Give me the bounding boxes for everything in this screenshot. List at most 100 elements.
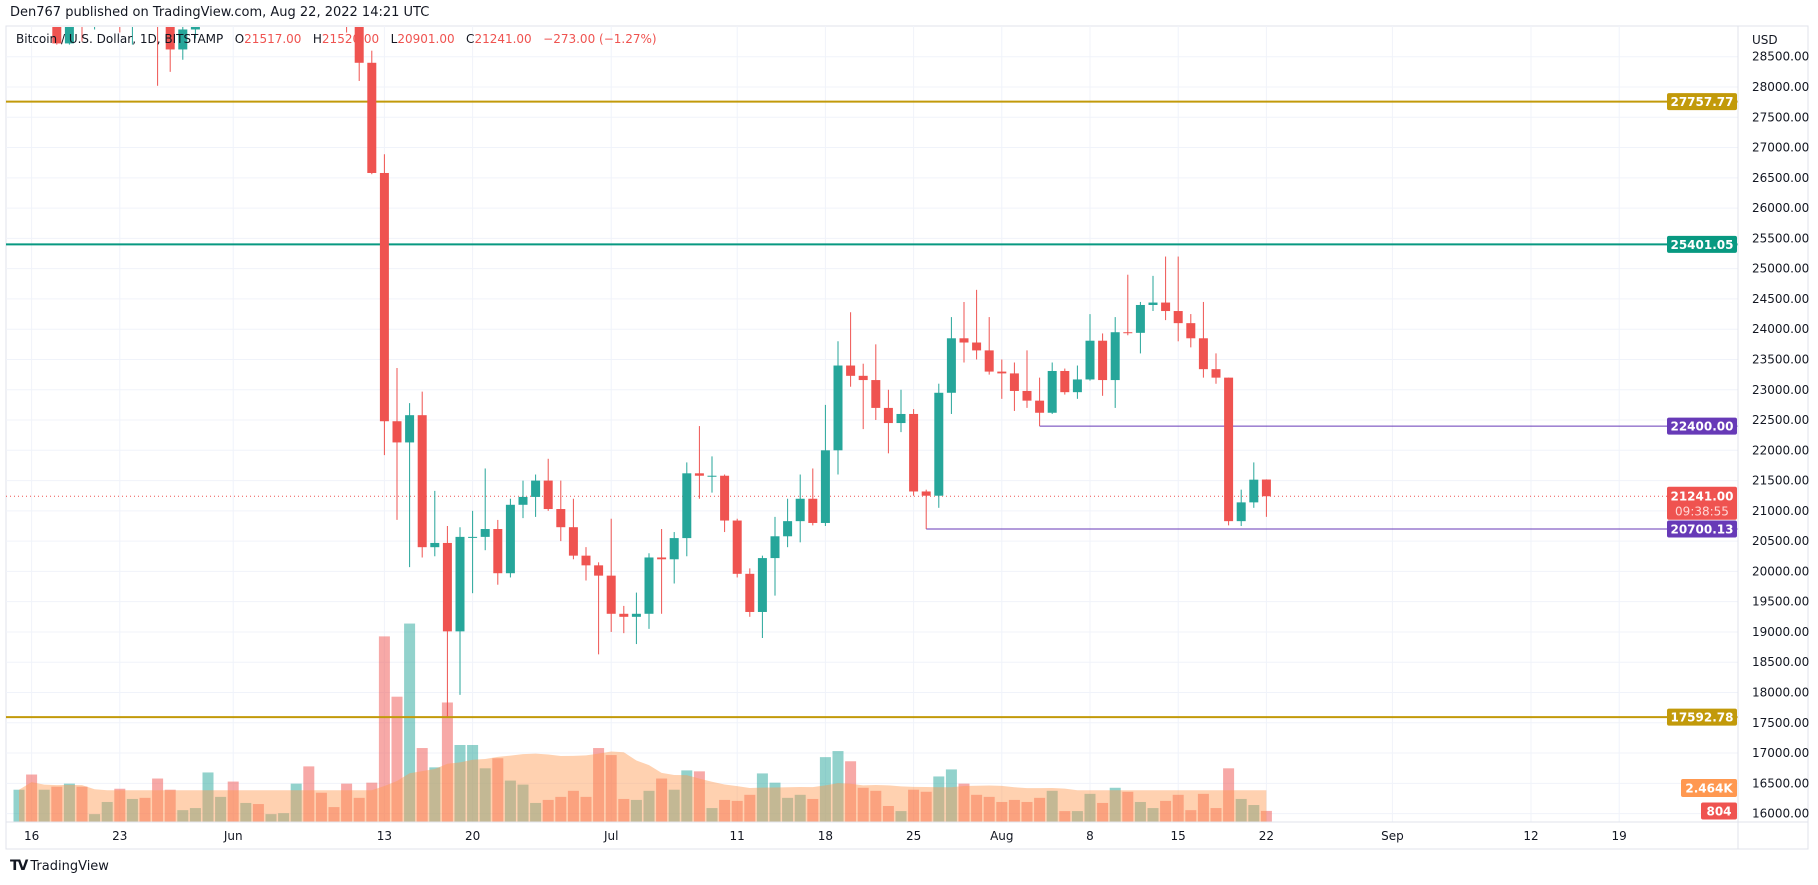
candle-body [1060, 370, 1070, 393]
candle[interactable] [619, 605, 629, 634]
candle[interactable] [795, 474, 805, 543]
symbol-title[interactable]: Bitcoin / U.S. Dollar, 1D, BITSTAMP [16, 32, 224, 46]
candle[interactable] [229, 0, 238, 2]
volume-bar [26, 774, 38, 822]
candle[interactable] [1249, 462, 1259, 508]
candle[interactable] [757, 555, 767, 639]
candle[interactable] [1224, 377, 1234, 526]
candle[interactable] [480, 468, 490, 551]
candle[interactable] [997, 359, 1007, 399]
candle[interactable] [770, 516, 780, 596]
candle[interactable] [518, 480, 528, 519]
candle[interactable] [921, 489, 931, 530]
candle[interactable] [1009, 362, 1019, 411]
candle[interactable] [90, 0, 99, 30]
candle[interactable] [606, 518, 616, 632]
candle[interactable] [720, 474, 730, 533]
candle[interactable] [354, 0, 364, 81]
candle[interactable] [1236, 489, 1246, 526]
candle[interactable] [556, 480, 566, 542]
candle[interactable] [871, 344, 881, 421]
volume-bar [756, 773, 768, 822]
candle[interactable] [1072, 365, 1082, 399]
candle[interactable] [379, 154, 389, 456]
candle[interactable] [27, 0, 36, 20]
volume-bar [605, 755, 617, 822]
candle[interactable] [594, 562, 604, 655]
candle[interactable] [1110, 317, 1120, 408]
candle[interactable] [1198, 301, 1208, 378]
candle[interactable] [1173, 256, 1183, 342]
candle[interactable] [883, 389, 893, 454]
candle[interactable] [103, 0, 112, 11]
candle[interactable] [367, 50, 377, 175]
tradingview-logo[interactable]: TV TradingView [10, 858, 109, 874]
candle[interactable] [682, 462, 692, 557]
candle[interactable] [178, 23, 188, 60]
candle[interactable] [64, 0, 74, 45]
candle[interactable] [417, 391, 427, 558]
candle[interactable] [631, 592, 641, 645]
candle[interactable] [909, 409, 919, 496]
candle[interactable] [808, 468, 818, 526]
candle[interactable] [153, 0, 162, 86]
candle[interactable] [581, 547, 591, 581]
candle[interactable] [52, 0, 62, 45]
candle[interactable] [694, 426, 704, 499]
candle[interactable] [846, 312, 856, 387]
candle[interactable] [304, 0, 313, 14]
candle[interactable] [392, 367, 402, 520]
candle[interactable] [946, 317, 956, 414]
candle[interactable] [531, 474, 541, 517]
volume-bar [706, 808, 718, 822]
candle[interactable] [455, 527, 465, 695]
candle-body [757, 558, 767, 612]
candle[interactable] [254, 0, 263, 8]
candle[interactable] [505, 498, 515, 578]
candle[interactable] [858, 363, 868, 430]
candle[interactable] [430, 490, 440, 557]
candle[interactable] [934, 383, 944, 508]
candle[interactable] [1047, 362, 1057, 414]
candle[interactable] [1035, 377, 1045, 427]
candle[interactable] [732, 518, 742, 578]
volume-bar [542, 799, 554, 822]
candle[interactable] [1261, 479, 1271, 517]
symbol-legend: Bitcoin / U.S. Dollar, 1D, BITSTAMP O215… [16, 32, 657, 46]
candle[interactable] [141, 0, 150, 8]
candle[interactable] [644, 553, 654, 629]
candle[interactable] [1148, 275, 1158, 312]
candle[interactable] [165, 2, 175, 72]
candle[interactable] [1123, 274, 1133, 336]
candle[interactable] [833, 341, 843, 475]
candle[interactable] [442, 525, 452, 717]
high-key: H [312, 32, 322, 46]
candle[interactable] [1186, 314, 1196, 348]
candle[interactable] [1098, 333, 1108, 396]
candle[interactable] [1060, 368, 1070, 395]
candle[interactable] [1022, 350, 1032, 408]
candle[interactable] [959, 301, 969, 363]
candle[interactable] [1135, 301, 1145, 354]
candle[interactable] [1085, 314, 1095, 381]
candle[interactable] [204, 0, 213, 8]
candle[interactable] [783, 498, 793, 548]
candle[interactable] [468, 510, 478, 594]
candle[interactable] [707, 456, 717, 493]
candle[interactable] [984, 317, 994, 375]
candle[interactable] [896, 389, 906, 433]
candle[interactable] [1211, 353, 1221, 384]
candle[interactable] [543, 458, 553, 511]
candle[interactable] [745, 568, 755, 617]
candle[interactable] [128, 0, 137, 45]
candle[interactable] [568, 498, 578, 560]
candle[interactable] [669, 532, 679, 584]
candle[interactable] [820, 404, 830, 526]
candle[interactable] [190, 0, 200, 39]
candle[interactable] [972, 289, 982, 360]
candle[interactable] [493, 519, 503, 585]
candle[interactable] [657, 529, 667, 614]
candle[interactable] [405, 403, 415, 568]
candle[interactable] [1161, 256, 1171, 321]
